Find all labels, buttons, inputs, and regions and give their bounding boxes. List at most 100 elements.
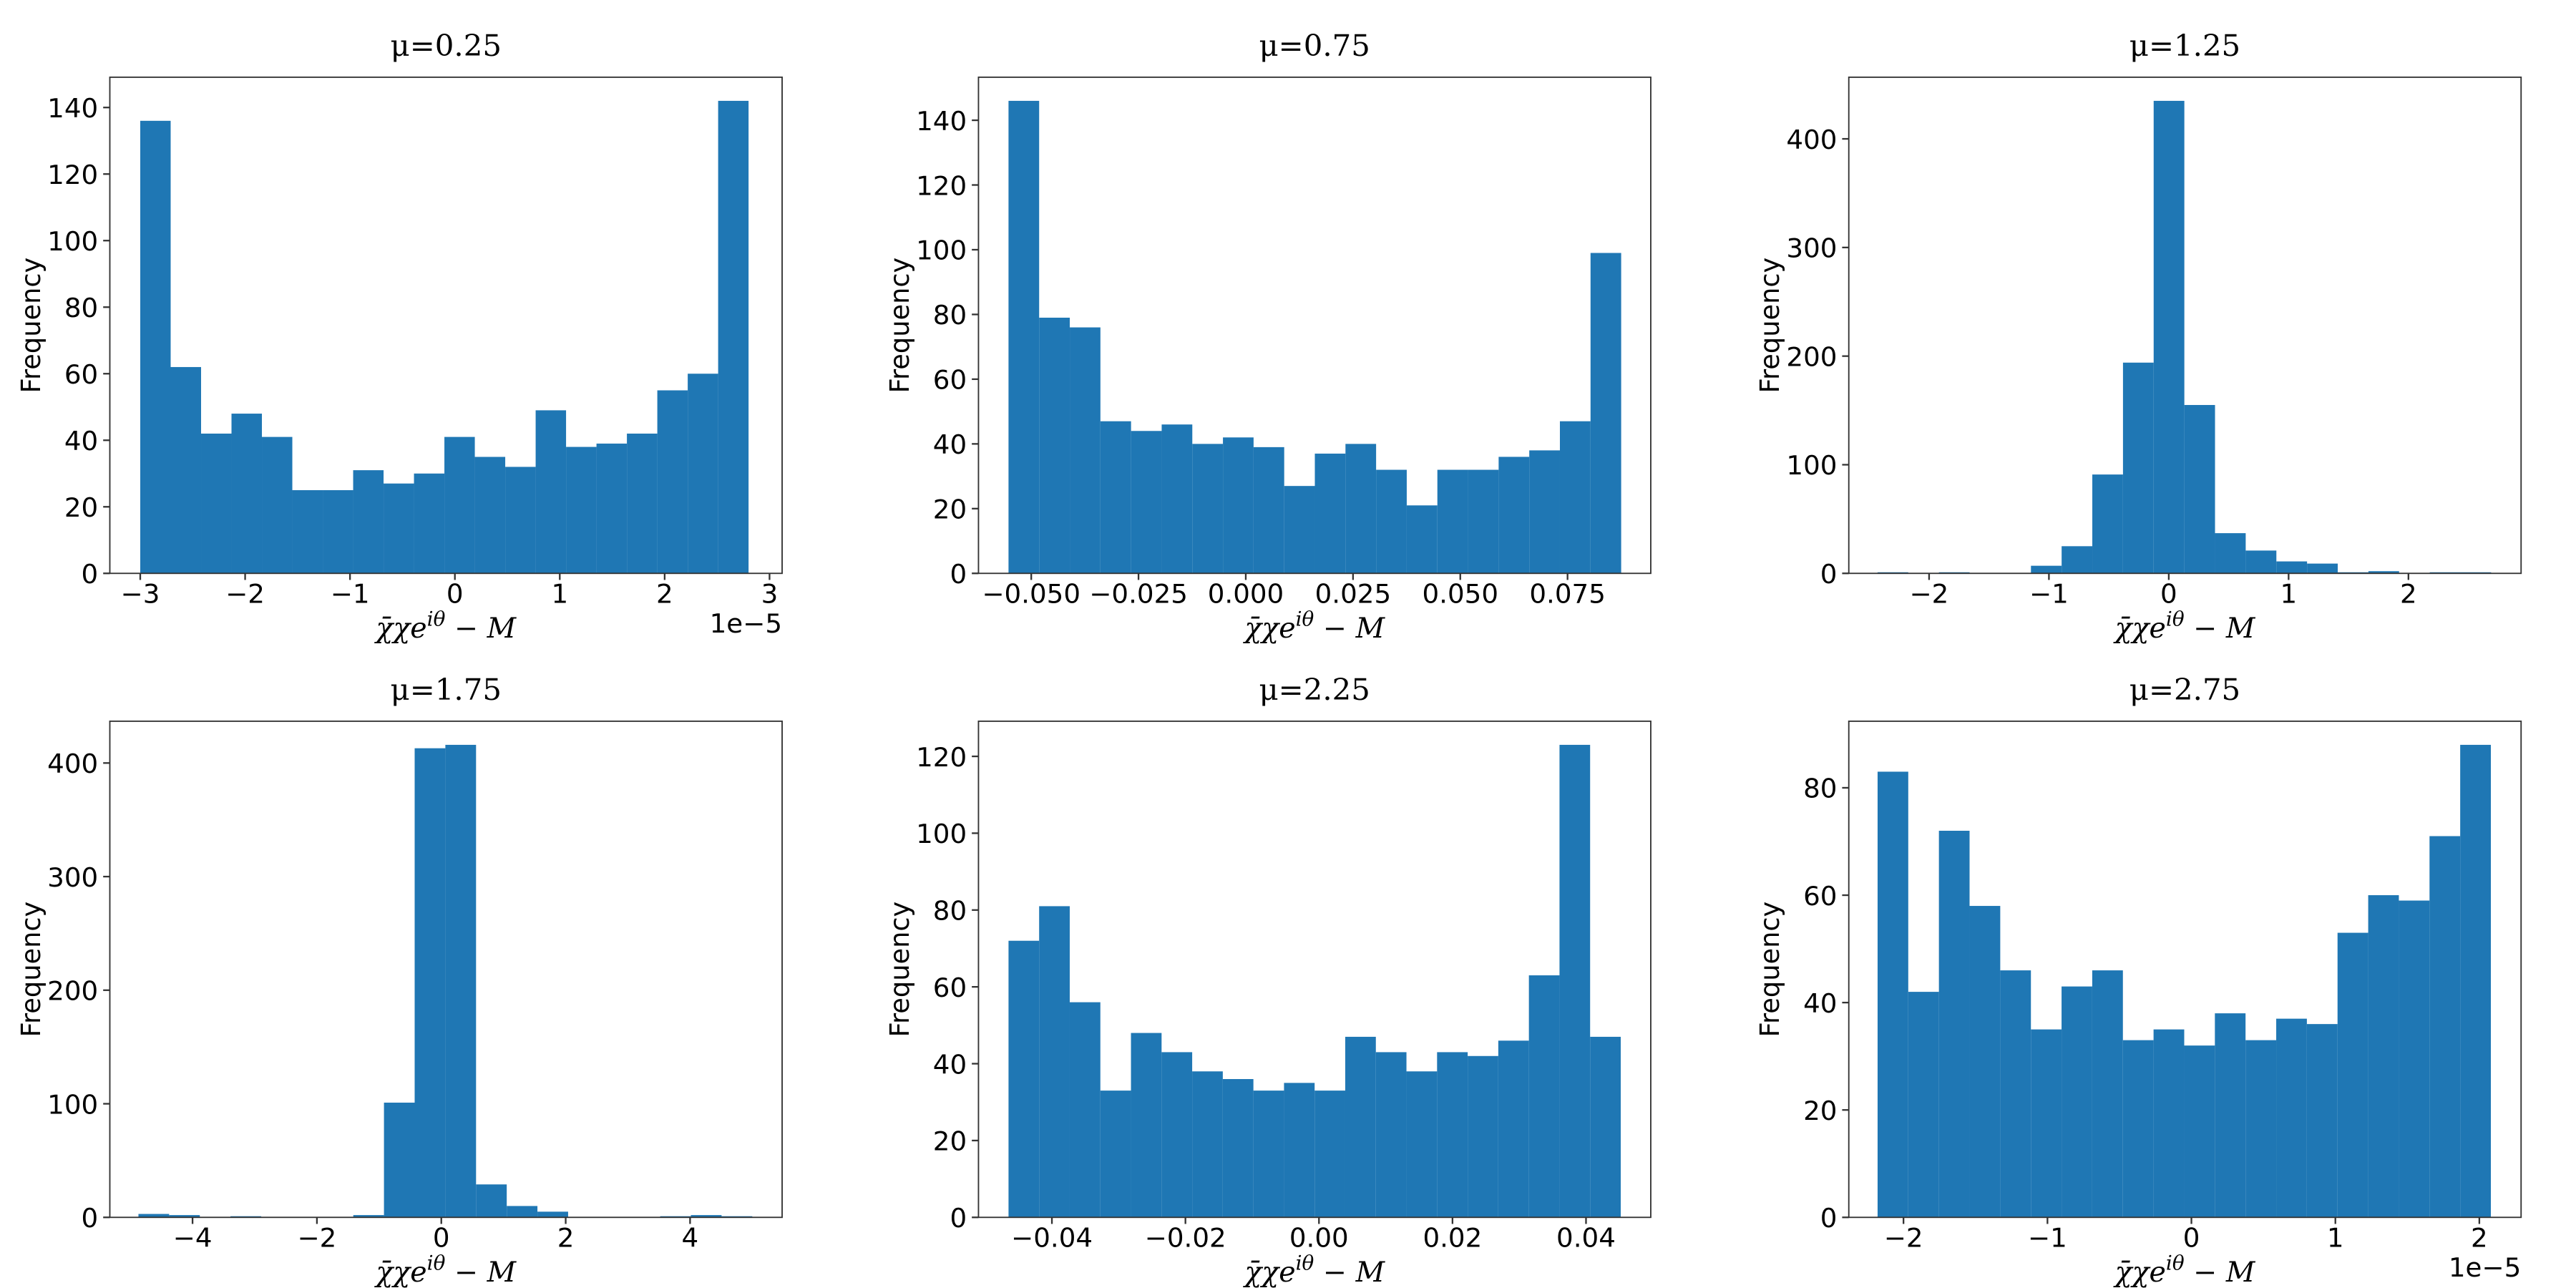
- axes-frame: [1848, 76, 2522, 575]
- x-tick-label: 2: [557, 1223, 575, 1254]
- bar: [1039, 906, 1070, 1218]
- y-tick-label: 40: [933, 429, 967, 460]
- bar: [1908, 992, 1939, 1218]
- bar: [1008, 940, 1040, 1218]
- bar: [1100, 421, 1131, 574]
- bar: [691, 1215, 722, 1218]
- y-axis-label: Frequency: [16, 258, 47, 394]
- bar: [262, 436, 293, 574]
- x-tick-label: 3: [761, 579, 779, 610]
- bar: [1406, 1071, 1438, 1218]
- bar: [1192, 1071, 1223, 1218]
- y-tick-label: 80: [64, 293, 98, 323]
- bar: [1969, 906, 2001, 1218]
- subplot-title: μ=2.25: [1259, 672, 1370, 707]
- y-tick-label: 200: [47, 976, 98, 1007]
- bar: [2092, 970, 2123, 1218]
- bar: [384, 1102, 415, 1218]
- bar: [1528, 975, 1560, 1218]
- x-tick-label: 0: [2183, 1223, 2200, 1254]
- x-tick-label: 0: [447, 579, 464, 610]
- bar: [1498, 457, 1530, 574]
- x-label-sup: iθ: [427, 1252, 446, 1275]
- x-tick-label: 2: [656, 579, 673, 610]
- bar: [2276, 561, 2308, 574]
- subplot-title: μ=0.75: [1259, 28, 1370, 63]
- bar: [1131, 1033, 1162, 1218]
- x-tick-label: 2: [2471, 1223, 2488, 1254]
- bar: [1222, 1079, 1254, 1218]
- x-label-base: χ̄χe: [374, 1257, 426, 1288]
- bar: [1590, 1036, 1621, 1218]
- bar: [1376, 469, 1407, 574]
- bar: [1314, 1091, 1345, 1218]
- subplot: −3 −2 −1 0 1 2 3 0 20 40 60 80 100 120 140 μ=0.25 Freque…: [16, 28, 783, 645]
- y-tick-label: 100: [1786, 450, 1837, 481]
- x-tick-label: −0.050: [982, 579, 1080, 610]
- bar: [2368, 571, 2399, 574]
- bar: [2122, 362, 2154, 574]
- bar: [1192, 444, 1224, 574]
- subplot-title: μ=1.75: [391, 672, 502, 707]
- bar: [596, 443, 628, 574]
- x-tick-label: 1: [551, 579, 568, 610]
- bar: [2399, 900, 2430, 1218]
- y-tick-label: 100: [916, 819, 967, 849]
- bar: [476, 1184, 507, 1218]
- bar: [2062, 546, 2093, 574]
- bar: [2429, 836, 2461, 1218]
- y-tick-label: 0: [82, 559, 99, 590]
- bar: [535, 410, 567, 574]
- y-tick-label: 300: [47, 862, 98, 893]
- y-tick-label: 400: [47, 748, 98, 779]
- bar: [507, 1206, 538, 1218]
- bar: [1468, 469, 1499, 574]
- bar: [2337, 932, 2368, 1218]
- y-tick-label: 200: [1786, 342, 1837, 373]
- y-tick-label: 60: [64, 359, 98, 390]
- bar: [1559, 744, 1591, 1218]
- x-tick-label: 2: [2400, 579, 2417, 610]
- x-tick-label: 0.02: [1423, 1223, 1482, 1254]
- bar: [2215, 533, 2246, 574]
- bar: [1437, 1052, 1468, 1218]
- y-tick-label: 60: [933, 972, 967, 1003]
- x-tick-label: −0.025: [1089, 579, 1188, 610]
- bar: [1253, 1091, 1284, 1218]
- y-tick-label: 140: [47, 93, 98, 124]
- y-tick-label: 20: [933, 1126, 967, 1157]
- x-label-rest: − M: [445, 1257, 517, 1288]
- bar: [2276, 1018, 2307, 1218]
- bar: [2062, 986, 2092, 1218]
- bar: [1437, 469, 1468, 574]
- bar: [1498, 1040, 1529, 1218]
- bar: [474, 457, 506, 574]
- x-axis-label: χ̄χeiθ − M: [2113, 1252, 2257, 1288]
- axes-frame: [1848, 720, 2522, 1219]
- bar: [688, 374, 718, 574]
- y-axis-label: Frequency: [1755, 258, 1785, 394]
- x-tick-label: 0.04: [1556, 1223, 1616, 1254]
- x-label-sup: iθ: [2166, 1252, 2185, 1275]
- y-tick-label: 100: [47, 1090, 98, 1121]
- bar: [537, 1211, 568, 1218]
- y-tick-label: 120: [916, 742, 967, 773]
- bar: [1223, 437, 1254, 574]
- bar: [1069, 1002, 1101, 1218]
- bar: [414, 473, 445, 574]
- x-label-sup: iθ: [2166, 608, 2185, 631]
- bar: [138, 1214, 170, 1218]
- bar: [2000, 970, 2031, 1218]
- bar: [657, 390, 688, 574]
- y-tick-label: 100: [47, 226, 98, 257]
- x-tick-label: −2: [1910, 579, 1949, 610]
- bar: [353, 470, 384, 574]
- offset-text: 1e−5: [710, 608, 782, 639]
- bar: [1590, 253, 1621, 574]
- bar: [2184, 1045, 2215, 1218]
- bar: [1284, 1083, 1315, 1218]
- subplot-title: μ=1.25: [2129, 28, 2240, 63]
- y-tick-label: 80: [1803, 774, 1837, 804]
- bar: [2031, 1029, 2062, 1218]
